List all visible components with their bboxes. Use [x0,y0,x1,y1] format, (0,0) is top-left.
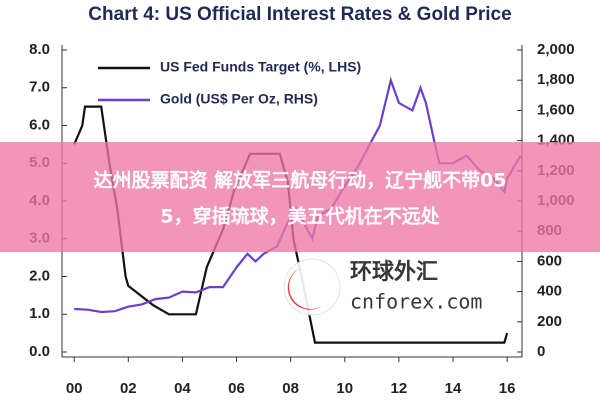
legend-label: US Fed Funds Target (%, LHS) [160,59,361,75]
y2-tick-label: 200 [537,313,562,330]
banner-text: 5，穿插琉球，美五代机在不远处 [160,205,440,228]
x-tick-label: 12 [391,380,408,397]
y2-tick-label: 1,600 [537,101,575,118]
y-tick-label: 6.0 [29,116,50,133]
x-tick-label: 04 [174,380,191,397]
y2-tick-label: 0 [537,343,545,360]
banner [0,142,600,252]
x-tick-label: 10 [336,380,353,397]
legend-label: Gold (US$ Per Oz, RHS) [160,91,318,107]
y2-tick-label: 2,000 [537,41,575,58]
x-tick-label: 14 [445,380,462,397]
watermark-domain: cnforex.com [350,290,482,314]
y-tick-label: 0.0 [29,343,50,360]
x-tick-label: 02 [120,380,137,397]
y-tick-label: 1.0 [29,305,50,322]
y-tick-label: 2.0 [29,267,50,284]
y2-tick-label: 1,800 [537,71,575,88]
y-tick-label: 7.0 [29,79,50,96]
watermark-name: 环球外汇 [350,259,438,285]
watermark: 环球外汇 cnforex.com [283,258,482,316]
y2-tick-label: 400 [537,283,562,300]
banner-text: 达州股票配资 解放军三航母行动，辽宁舰不带05 [93,169,506,192]
y-tick-label: 8.0 [29,41,50,58]
x-tick-label: 06 [228,380,245,397]
watermark-logo [283,258,341,316]
x-tick-label: 00 [66,380,83,397]
y2-tick-label: 600 [537,252,562,269]
x-tick-label: 08 [282,380,299,397]
chart-title: Chart 4: US Official Interest Rates & Go… [88,4,511,25]
x-tick-label: 16 [499,380,516,397]
